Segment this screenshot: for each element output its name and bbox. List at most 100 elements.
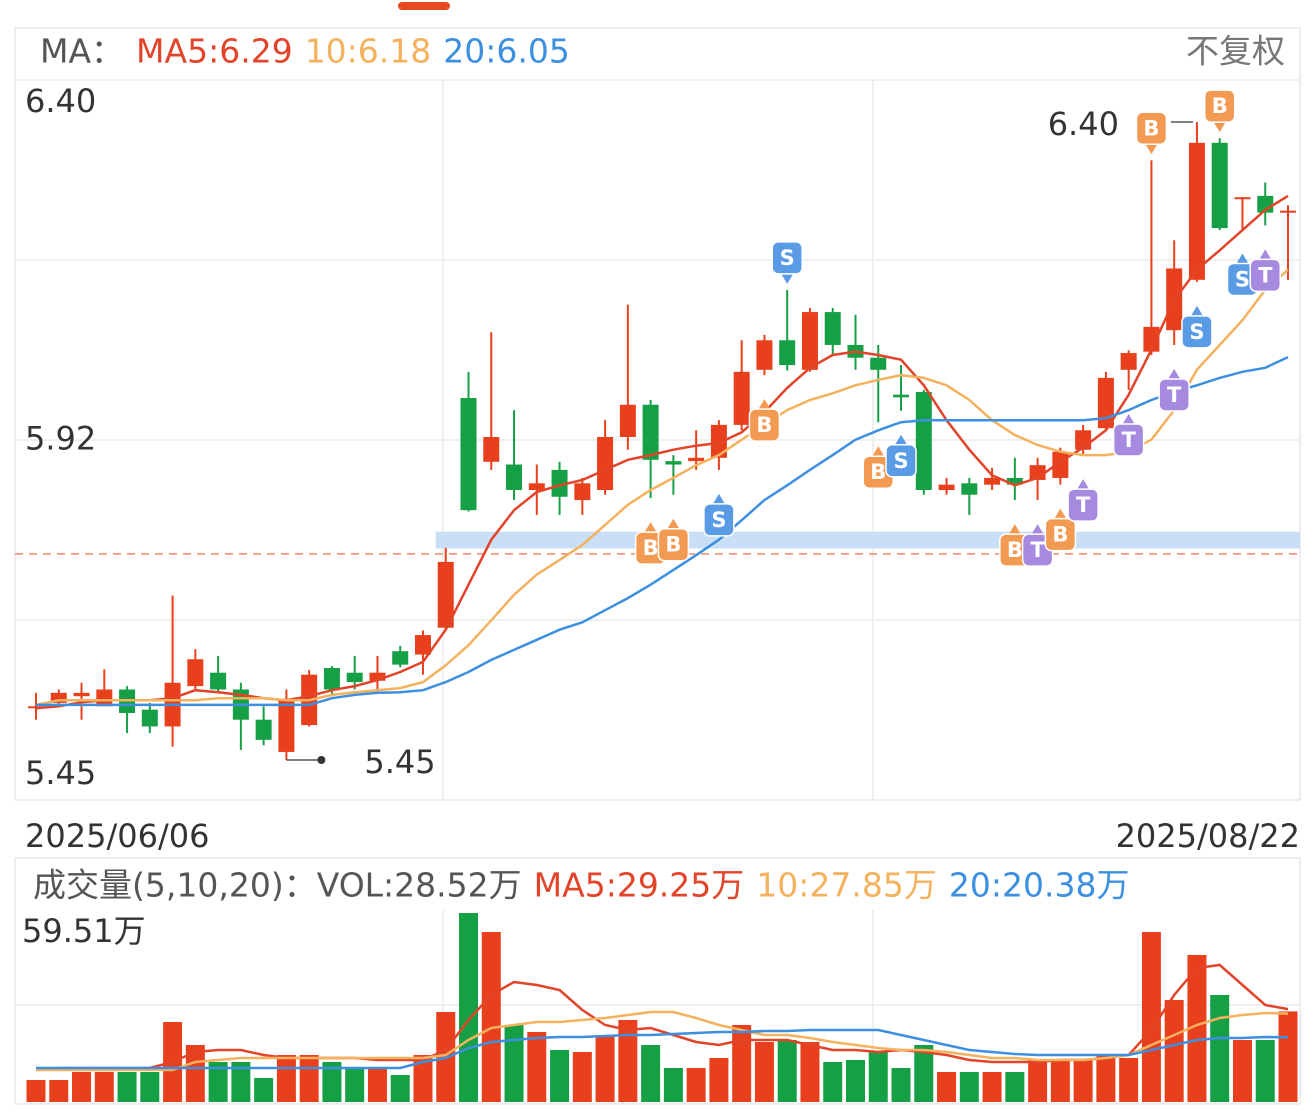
candle-body <box>278 700 295 752</box>
volume-bar <box>140 1071 160 1102</box>
volume-bar <box>572 1051 592 1102</box>
candle-body <box>938 484 955 491</box>
signal-badge: B <box>657 518 690 562</box>
volume-bar <box>254 1077 274 1102</box>
volume-bar <box>49 1079 69 1102</box>
badge-box <box>1249 258 1281 293</box>
candle-body <box>710 424 727 458</box>
volume-bar <box>72 1071 92 1102</box>
x-tick-label: 2025/06/06 <box>25 817 209 855</box>
candle-body <box>187 659 204 687</box>
badge-box <box>703 503 735 537</box>
adjust-mode[interactable]: 不复权 <box>1186 32 1285 71</box>
badge-label: T <box>1121 428 1136 452</box>
signal-badge: B <box>748 399 781 442</box>
badge-pointer <box>1031 524 1044 535</box>
volume-bar <box>231 1061 251 1102</box>
badge-box <box>1067 488 1099 522</box>
ma-line <box>35 194 1289 710</box>
volume-bar <box>823 1061 843 1102</box>
badge-label: T <box>1030 538 1045 562</box>
candle-body <box>1120 353 1137 370</box>
candle-body <box>1280 210 1296 213</box>
candle-body <box>210 672 227 690</box>
candle-body <box>141 709 158 727</box>
candle-body <box>437 561 454 628</box>
badge-pointer <box>1008 524 1021 535</box>
candle-body <box>893 394 910 398</box>
volume-prefix: 成交量(5,10,20)：VOL:28.52万 <box>33 866 522 905</box>
badge-pointer <box>1190 305 1203 316</box>
candle-body <box>506 464 523 491</box>
volume-bar <box>322 1061 342 1102</box>
ma-line <box>36 1028 1289 1070</box>
candle-body <box>824 312 841 345</box>
volume-bar <box>709 1057 729 1102</box>
volume-bar <box>1187 954 1207 1102</box>
badge-label: B <box>1007 538 1023 562</box>
ma-line <box>36 1010 1289 1072</box>
badge-label: S <box>711 508 726 532</box>
volume-bar <box>754 1042 774 1102</box>
volume-bar <box>686 1067 706 1102</box>
candle-body <box>369 672 386 681</box>
volume-bar <box>800 1042 820 1102</box>
candle-body <box>1188 142 1205 280</box>
volume-bar <box>618 1019 638 1102</box>
y-tick-label: 59.51万 <box>22 912 146 950</box>
badge-pointer <box>1054 508 1067 519</box>
badge-box <box>1044 517 1077 552</box>
signal-badge: B <box>1044 508 1077 552</box>
signal-badge: B <box>1135 111 1168 155</box>
badge-label: B <box>643 536 659 560</box>
candle-body <box>688 457 705 462</box>
badge-pointer <box>1168 368 1181 379</box>
volume-bar <box>1255 1040 1275 1102</box>
ma-prefix: MA： <box>40 32 124 71</box>
candle-body <box>551 469 568 497</box>
volume-bar <box>959 1071 979 1102</box>
ma-line <box>36 355 1289 707</box>
badge-box <box>1158 378 1190 412</box>
low-label: 5.45 <box>364 743 435 781</box>
candle-body <box>665 461 682 465</box>
badge-pointer <box>758 399 771 410</box>
badge-box <box>1181 315 1213 349</box>
candle-body <box>1143 326 1160 352</box>
signal-badge: T <box>1249 249 1281 293</box>
legend-entry: MA5:6.29 <box>136 32 293 71</box>
badge-box <box>1203 89 1236 123</box>
candle-body <box>50 692 67 703</box>
signal-badge: S <box>885 434 917 478</box>
candle-body <box>619 404 636 437</box>
volume-bar <box>868 1051 888 1102</box>
candle-body <box>73 692 90 697</box>
candle-body <box>870 357 887 370</box>
candle-body <box>642 404 659 460</box>
volume-bar <box>641 1044 661 1102</box>
volume-bar <box>504 1024 524 1102</box>
volume-bar <box>345 1067 365 1102</box>
badge-label: S <box>1235 267 1250 291</box>
tab-indicator <box>398 2 450 10</box>
candle-body <box>984 477 1001 485</box>
candle-body <box>96 689 113 707</box>
candle-body <box>961 483 978 495</box>
volume-bar <box>1278 1011 1298 1102</box>
badge-pointer <box>667 518 680 529</box>
candle-body <box>756 340 773 370</box>
candle-body <box>597 436 614 491</box>
volume-bar <box>663 1067 683 1102</box>
ma-line <box>35 268 1289 707</box>
price-band <box>435 531 1300 549</box>
badge-label: T <box>1258 263 1273 287</box>
volume-bar <box>845 1059 865 1102</box>
badge-label: S <box>893 449 908 473</box>
badge-pointer <box>1122 413 1135 424</box>
y-tick-label: 5.92 <box>25 419 96 457</box>
volume-bar <box>937 1071 957 1102</box>
badge-pointer <box>1077 479 1090 490</box>
badge-label: S <box>1189 320 1204 344</box>
badge-pointer <box>872 446 885 457</box>
signal-badge: S <box>771 241 803 284</box>
